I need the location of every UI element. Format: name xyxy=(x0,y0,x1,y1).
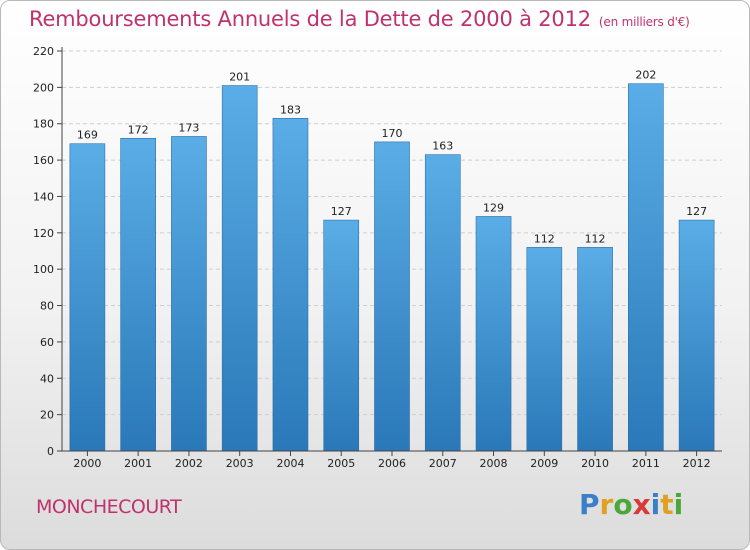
data-label-2004: 183 xyxy=(280,103,301,116)
logo-letter: t xyxy=(660,488,674,521)
y-tick-label: 100 xyxy=(33,263,54,276)
logo-letter: r xyxy=(599,488,614,521)
y-tick-label: 40 xyxy=(40,372,54,385)
y-tick-label: 220 xyxy=(33,45,54,58)
x-tick-label-2011: 2011 xyxy=(632,457,660,470)
data-label-2005: 127 xyxy=(331,205,352,218)
bar-2010 xyxy=(577,247,613,452)
y-tick-label: 140 xyxy=(33,190,54,203)
x-tick-label-2010: 2010 xyxy=(581,457,609,470)
y-tick-label: 60 xyxy=(40,336,54,349)
x-tick-label-2000: 2000 xyxy=(73,457,101,470)
x-tick-label-2009: 2009 xyxy=(530,457,558,470)
bar-2007 xyxy=(424,154,461,452)
commune-name: MONCHECOURT xyxy=(36,496,182,518)
chart-subtitle: (en milliers d'€) xyxy=(598,15,690,29)
x-tick-label-2006: 2006 xyxy=(378,457,406,470)
logo-letter: i xyxy=(650,488,661,521)
x-tick-label-2012: 2012 xyxy=(683,457,711,470)
bars: 169 172 173 201 183 127 170 163 129 112 112 202 127 xyxy=(69,69,715,452)
logo-letter: i xyxy=(673,488,684,521)
data-label-2007: 163 xyxy=(432,140,453,153)
y-tick-label: 180 xyxy=(33,118,54,131)
data-label-2001: 172 xyxy=(128,123,149,136)
bar-2011 xyxy=(628,83,664,452)
x-tick-label-2001: 2001 xyxy=(124,457,152,470)
logo-letter: o xyxy=(613,488,633,521)
bar-2003 xyxy=(221,85,258,452)
logo-letter: x xyxy=(632,488,651,521)
data-label-2009: 112 xyxy=(534,232,555,245)
y-tick-label: 20 xyxy=(40,409,54,422)
y-tick-label: 120 xyxy=(33,227,54,240)
bar-2000 xyxy=(69,143,106,452)
chart-title: Remboursements Annuels de la Dette de 20… xyxy=(29,7,690,31)
bar-2012 xyxy=(678,219,715,452)
x-tick-label-2004: 2004 xyxy=(276,457,304,470)
y-tick-label: 200 xyxy=(33,81,54,94)
bar-2001 xyxy=(120,137,156,452)
bar-2004 xyxy=(272,117,309,452)
data-label-2011: 202 xyxy=(635,69,656,82)
x-tick-label-2003: 2003 xyxy=(226,457,254,470)
data-label-2000: 169 xyxy=(77,129,98,142)
y-tick-label: 0 xyxy=(47,445,54,458)
data-label-2003: 201 xyxy=(229,71,250,84)
chart-title-text: Remboursements Annuels de la Dette de 20… xyxy=(29,7,591,31)
bar-2006 xyxy=(374,141,410,452)
logo-letter: P xyxy=(579,488,600,521)
bar-2005 xyxy=(323,219,360,452)
bar-2002 xyxy=(171,136,207,452)
data-label-2008: 129 xyxy=(483,201,504,214)
x-tick-label-2005: 2005 xyxy=(327,457,355,470)
y-tick-label: 160 xyxy=(33,154,54,167)
proxiti-logo[interactable]: Proxiti xyxy=(579,488,683,521)
bar-2009 xyxy=(526,247,563,452)
x-tick-label-2002: 2002 xyxy=(175,457,203,470)
y-tick-label: 80 xyxy=(40,300,54,313)
data-label-2012: 127 xyxy=(686,205,707,218)
bar-2008 xyxy=(475,216,512,452)
axes: 0 20 40 60 80 100 120 140 160 180 200 220 2000 2001 20… xyxy=(33,45,722,470)
data-label-2002: 173 xyxy=(178,121,199,134)
data-label-2006: 170 xyxy=(382,127,403,140)
data-label-2010: 112 xyxy=(585,232,606,245)
x-tick-label-2008: 2008 xyxy=(480,457,508,470)
x-tick-label-2007: 2007 xyxy=(429,457,457,470)
